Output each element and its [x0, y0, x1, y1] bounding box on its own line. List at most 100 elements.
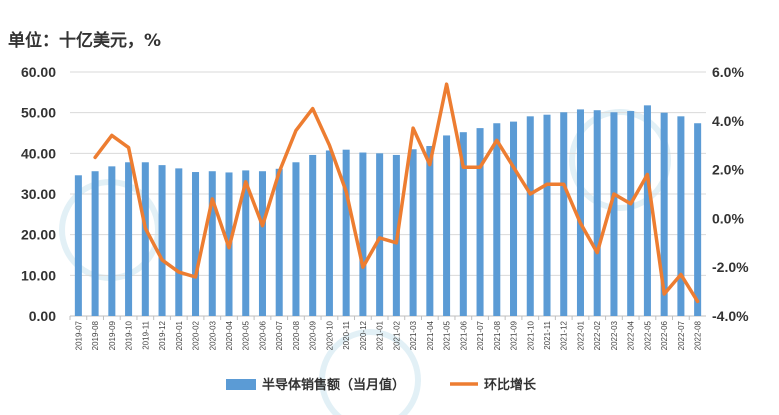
- legend-label-bar: 半导体销售额（当月值）: [262, 377, 405, 393]
- x-tick-label: 2019-09: [108, 320, 117, 350]
- left-axis-tick-label: 40.00: [21, 145, 56, 161]
- bar: [108, 166, 116, 316]
- x-tick-label: 2020-01: [175, 320, 184, 350]
- bar: [376, 153, 384, 316]
- bar: [409, 149, 417, 316]
- x-tick-label: 2020-12: [359, 320, 368, 350]
- x-tick-label: 2022-07: [677, 320, 686, 350]
- left-axis-tick-label: 20.00: [21, 227, 56, 243]
- bar: [526, 116, 534, 317]
- x-tick-label: 2020-06: [258, 320, 267, 350]
- left-axis-tick-label: 50.00: [21, 105, 56, 121]
- bar: [610, 112, 618, 316]
- watermark-circle: [569, 109, 671, 211]
- bar: [192, 172, 200, 316]
- bar: [325, 150, 333, 316]
- unit-label: 单位：十亿美元，%: [8, 31, 162, 51]
- bar: [175, 168, 183, 316]
- left-axis-tick-label: 30.00: [21, 186, 56, 202]
- bar: [476, 128, 484, 316]
- bar: [560, 112, 568, 316]
- x-tick-label: 2020-09: [309, 320, 318, 350]
- x-tick-label: 2022-05: [643, 320, 652, 350]
- bar: [242, 170, 250, 316]
- bar: [292, 162, 300, 316]
- bar: [493, 123, 501, 317]
- right-axis-tick-label: -2.0%: [712, 259, 749, 275]
- right-axis-tick-label: 6.0%: [712, 64, 744, 80]
- x-tick-label: 2022-02: [593, 320, 602, 350]
- left-axis-ticks: 0.00 10.00 20.00 30.00 40.00 50.00 60.00: [21, 64, 56, 324]
- bar: [125, 162, 133, 316]
- x-tick-label: 2019-08: [91, 320, 100, 350]
- x-tick-label: 2022-01: [576, 320, 585, 350]
- x-tick-label: 2021-03: [409, 320, 418, 350]
- left-axis-tick-label: 0.00: [29, 308, 56, 324]
- bar: [643, 105, 651, 316]
- bar: [91, 171, 99, 316]
- right-axis-ticks: -4.0% -2.0% 0.0% 2.0% 4.0% 6.0%: [712, 64, 749, 324]
- bar: [275, 168, 283, 316]
- x-tick-label: 2020-03: [208, 320, 217, 350]
- x-tick-label: 2020-10: [325, 320, 334, 350]
- x-tick-label: 2020-08: [292, 320, 301, 350]
- x-tick-label: 2021-01: [376, 320, 385, 350]
- legend: 半导体销售额（当月值） 环比增长: [226, 377, 537, 393]
- bar: [677, 116, 685, 317]
- x-tick-label: 2020-02: [192, 320, 201, 350]
- x-tick-label: 2022-06: [660, 320, 669, 350]
- x-tick-label: 2021-07: [476, 320, 485, 350]
- right-axis-tick-label: 4.0%: [712, 113, 744, 129]
- legend-label-line: 环比增长: [484, 377, 537, 393]
- x-tick-label: 2020-04: [225, 320, 234, 350]
- x-tick-label: 2020-05: [242, 320, 251, 350]
- x-tick-label: 2019-12: [158, 320, 167, 350]
- bar: [694, 123, 702, 317]
- bar: [660, 112, 668, 317]
- bar: [309, 154, 317, 316]
- x-tick-label: 2021-05: [443, 320, 452, 350]
- bar: [443, 135, 451, 316]
- x-tick-label: 2019-11: [141, 320, 150, 349]
- bar: [576, 109, 584, 316]
- bar: [593, 110, 601, 316]
- right-axis-tick-label: -4.0%: [712, 308, 749, 324]
- x-axis-ticks: 2019-07 2019-08 2019-09 2019-10 2019-11 2019-…: [69, 316, 703, 350]
- x-tick-label: 2022-04: [627, 320, 636, 350]
- bar: [74, 175, 82, 316]
- bar: [258, 171, 266, 316]
- bar: [141, 162, 149, 316]
- bar: [627, 111, 635, 316]
- x-tick-label: 2021-06: [459, 320, 468, 350]
- bar: [208, 171, 216, 316]
- left-axis-tick-label: 60.00: [21, 64, 56, 80]
- bar: [342, 149, 350, 316]
- right-axis-tick-label: 0.0%: [712, 210, 744, 226]
- x-tick-label: 2020-07: [275, 320, 284, 350]
- bar: [359, 152, 367, 316]
- watermark-circle: [319, 329, 421, 415]
- x-tick-label: 2021-12: [560, 320, 569, 350]
- bar: [158, 165, 166, 316]
- bar: [543, 114, 551, 316]
- x-tick-label: 2021-10: [526, 320, 535, 350]
- x-tick-label: 2019-10: [125, 320, 134, 350]
- x-tick-label: 2019-07: [74, 320, 83, 350]
- x-tick-label: 2020-11: [342, 320, 351, 349]
- x-tick-label: 2021-04: [426, 320, 435, 350]
- line-series: [93, 82, 700, 304]
- growth-line: [93, 82, 700, 304]
- x-tick-label: 2021-08: [493, 320, 502, 350]
- right-axis-tick-label: 2.0%: [712, 162, 744, 178]
- legend-swatch-bar: [226, 379, 256, 390]
- x-tick-label: 2021-02: [392, 320, 401, 350]
- x-tick-label: 2021-09: [510, 320, 519, 350]
- bar: [459, 132, 467, 316]
- left-axis-tick-label: 10.00: [21, 267, 56, 283]
- bar: [426, 146, 434, 316]
- x-tick-label: 2022-08: [694, 320, 703, 350]
- x-tick-label: 2021-11: [543, 320, 552, 349]
- bar: [510, 121, 518, 316]
- bar-series: [74, 105, 702, 317]
